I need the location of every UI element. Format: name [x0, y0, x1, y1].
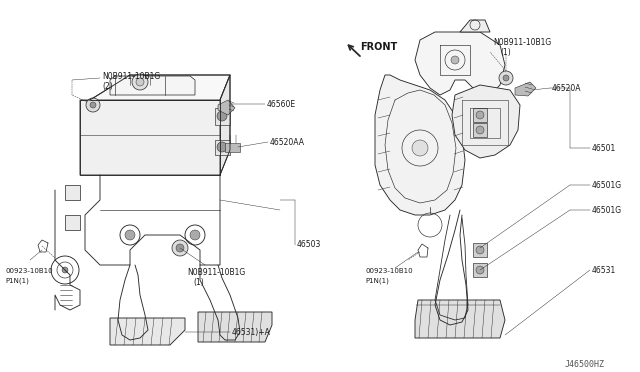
Polygon shape [225, 143, 240, 152]
Polygon shape [110, 318, 185, 345]
Text: 46520A: 46520A [552, 84, 582, 93]
Polygon shape [375, 75, 465, 215]
Circle shape [62, 267, 68, 273]
Text: 46503: 46503 [297, 240, 321, 249]
Text: 46501G: 46501G [592, 181, 622, 190]
Polygon shape [80, 100, 220, 175]
Polygon shape [415, 300, 505, 338]
Polygon shape [460, 20, 490, 32]
Text: N0B911-10B1G: N0B911-10B1G [187, 268, 245, 277]
Circle shape [125, 230, 135, 240]
Polygon shape [218, 100, 235, 115]
Polygon shape [110, 76, 195, 95]
Polygon shape [415, 32, 505, 95]
Circle shape [476, 266, 484, 274]
Polygon shape [220, 75, 230, 175]
Polygon shape [65, 215, 80, 230]
Text: 00923-10B10: 00923-10B10 [5, 268, 52, 274]
Circle shape [136, 78, 144, 86]
Text: (1): (1) [193, 278, 204, 287]
Polygon shape [452, 85, 520, 158]
Polygon shape [198, 312, 272, 342]
Polygon shape [65, 185, 80, 200]
Polygon shape [215, 108, 230, 125]
Text: P1N(1): P1N(1) [5, 278, 29, 285]
Text: 46531: 46531 [592, 266, 616, 275]
Polygon shape [473, 108, 487, 122]
Circle shape [176, 244, 184, 252]
Text: 46560E: 46560E [267, 100, 296, 109]
Circle shape [217, 111, 227, 121]
Polygon shape [515, 82, 536, 96]
Circle shape [499, 71, 513, 85]
Text: P1N(1): P1N(1) [365, 278, 389, 285]
Text: 46501: 46501 [592, 144, 616, 153]
Circle shape [217, 142, 227, 152]
Circle shape [451, 56, 459, 64]
Text: J46500HZ: J46500HZ [565, 360, 605, 369]
Text: N0B911-10B1G: N0B911-10B1G [102, 72, 160, 81]
Polygon shape [473, 263, 487, 277]
Polygon shape [473, 123, 487, 137]
Circle shape [476, 246, 484, 254]
Circle shape [172, 240, 188, 256]
Circle shape [90, 102, 96, 108]
Polygon shape [90, 75, 230, 100]
Circle shape [503, 75, 509, 81]
Text: (2): (2) [102, 82, 113, 91]
Circle shape [132, 74, 148, 90]
Text: 00923-10B10: 00923-10B10 [365, 268, 413, 274]
Polygon shape [215, 140, 230, 155]
Text: 46501G: 46501G [592, 206, 622, 215]
Text: (1): (1) [500, 48, 511, 57]
Text: 46531)+A: 46531)+A [232, 328, 271, 337]
Text: 46520AA: 46520AA [270, 138, 305, 147]
Circle shape [190, 230, 200, 240]
Circle shape [476, 126, 484, 134]
Circle shape [86, 98, 100, 112]
Text: N0B911-10B1G: N0B911-10B1G [493, 38, 551, 47]
Text: FRONT: FRONT [360, 42, 397, 52]
Circle shape [476, 111, 484, 119]
Circle shape [412, 140, 428, 156]
Polygon shape [473, 243, 487, 257]
